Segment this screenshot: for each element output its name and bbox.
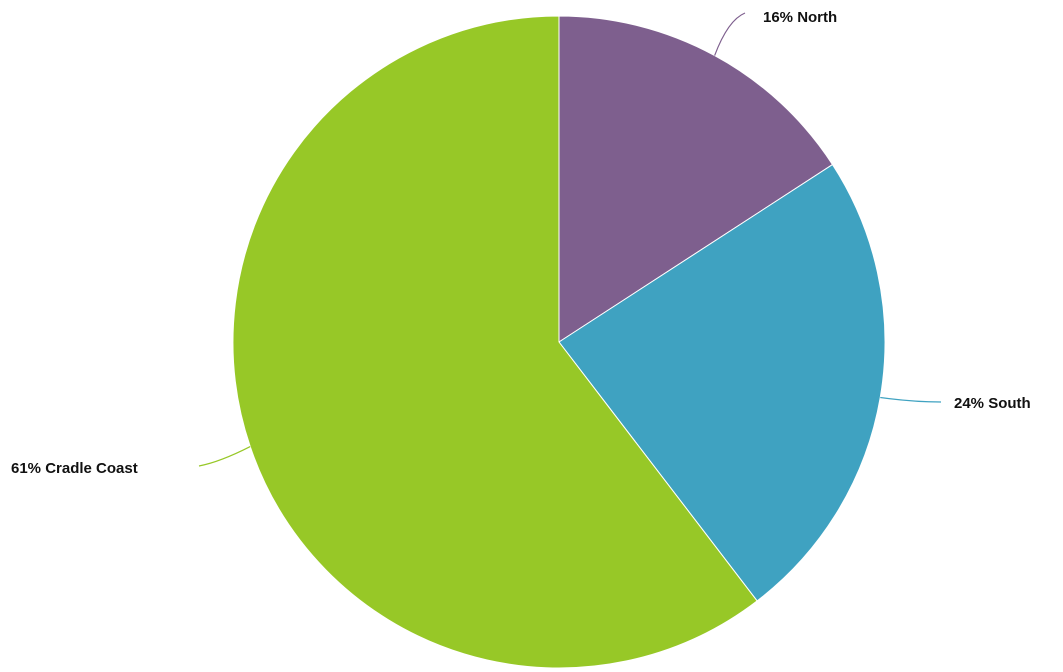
pie-slice-cradle-coast [232, 15, 758, 669]
leader-line-north [714, 12, 746, 56]
leader-line-south [880, 396, 942, 403]
leader-line-cradle-coast [198, 446, 251, 467]
pie-slice-south [558, 163, 886, 602]
slice-label-north: 16% North [763, 9, 838, 26]
slice-label-cradle-coast: 61% Cradle Coast [11, 460, 138, 477]
slices-layer [232, 15, 886, 669]
slice-label-south: 24% South [954, 395, 1031, 412]
leader-lines-layer [198, 12, 942, 467]
